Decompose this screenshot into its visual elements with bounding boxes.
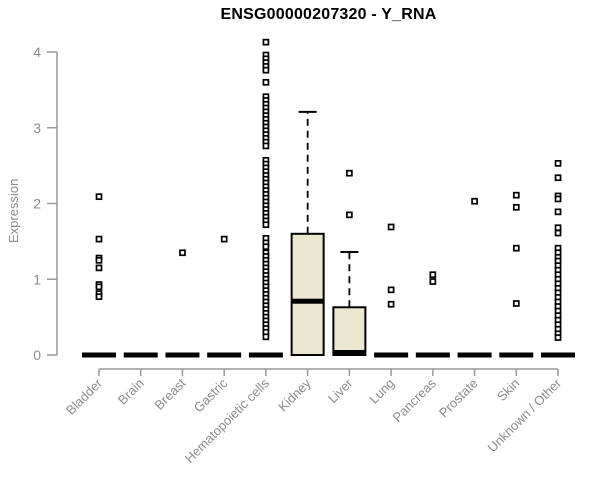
- outlier-point: [429, 278, 437, 285]
- outlier-point: [387, 223, 395, 231]
- x-axis-category-label: Gastric: [191, 375, 231, 415]
- zero-median-bar: [248, 352, 283, 358]
- box: [332, 306, 367, 356]
- zero-median-bar: [541, 352, 576, 358]
- outlier-point: [346, 169, 353, 177]
- outlier-point: [554, 229, 562, 237]
- outlier-point: [346, 211, 353, 219]
- zero-median-bar: [457, 352, 492, 358]
- x-axis-category-label: Skin: [494, 376, 522, 404]
- outlier-point: [262, 38, 270, 46]
- outlier-point: [429, 271, 437, 279]
- outlier-point: [95, 293, 103, 301]
- zero-median-bar: [123, 352, 158, 358]
- median-line: [333, 350, 366, 355]
- box: [290, 232, 325, 356]
- zero-median-bar: [374, 352, 409, 358]
- outlier-point: [387, 286, 395, 294]
- outlier-point: [262, 221, 270, 229]
- outlier-point: [262, 66, 270, 74]
- y-tick-label: 4: [33, 44, 41, 60]
- outlier-point: [95, 264, 103, 272]
- outlier-point: [179, 249, 186, 257]
- outlier-point: [554, 208, 562, 216]
- zero-median-bar: [415, 352, 450, 358]
- outlier-point: [554, 334, 562, 341]
- outlier-point: [554, 195, 562, 203]
- zero-median-bar: [82, 352, 116, 358]
- outlier-point: [95, 193, 103, 201]
- outlier-point: [512, 203, 520, 211]
- outlier-point: [554, 174, 562, 182]
- outlier-point: [262, 243, 270, 251]
- median-line: [291, 298, 324, 304]
- x-axis-category-label: Prostate: [436, 376, 481, 421]
- outlier-point: [512, 300, 520, 307]
- outlier-point: [512, 191, 520, 199]
- outlier-point: [95, 283, 103, 291]
- x-axis-category-label: Bladder: [63, 375, 106, 418]
- x-axis-category-label: Unknown / Other: [485, 375, 565, 455]
- zero-median-bar: [165, 352, 200, 358]
- x-axis-category-label: Liver: [325, 375, 356, 406]
- x-axis-category-label: Lung: [366, 376, 397, 407]
- y-tick-label: 0: [33, 347, 41, 363]
- outlier-point: [471, 197, 478, 205]
- outlier-point: [512, 244, 520, 252]
- x-axis-category-label: Pancreas: [390, 375, 440, 425]
- y-tick-label: 3: [33, 120, 41, 136]
- y-tick-label: 1: [33, 271, 41, 287]
- outlier-point: [262, 78, 270, 86]
- outlier-point: [554, 224, 562, 232]
- zero-median-bar: [499, 352, 534, 358]
- outlier-point: [220, 235, 228, 243]
- chart-title: ENSG00000207320 - Y_RNA: [220, 6, 437, 23]
- y-tick-label: 2: [33, 196, 41, 212]
- zero-median-bar: [207, 352, 242, 358]
- outlier-point: [554, 160, 562, 167]
- x-axis-category-label: Breast: [151, 375, 188, 412]
- outlier-point: [95, 235, 103, 243]
- outlier-point: [262, 142, 270, 150]
- x-axis-category-label: Brain: [115, 376, 147, 408]
- outlier-point: [387, 300, 395, 308]
- outlier-point: [95, 256, 103, 264]
- x-axis-category-label: Kidney: [275, 375, 314, 414]
- outlier-point: [262, 333, 270, 341]
